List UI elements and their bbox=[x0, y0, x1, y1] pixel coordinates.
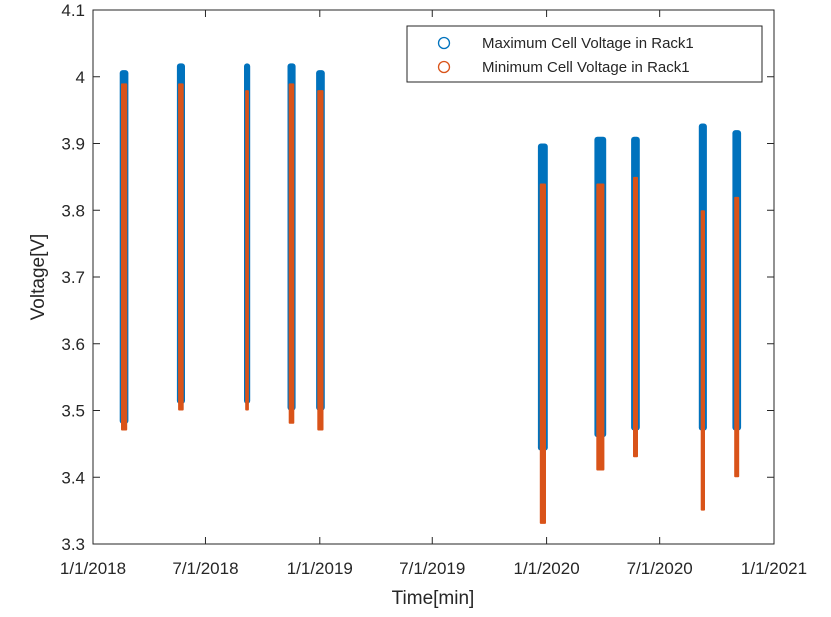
y-tick-label: 4 bbox=[76, 68, 85, 87]
y-tick-label: 3.4 bbox=[61, 468, 85, 487]
x-tick-label: 1/1/2018 bbox=[60, 559, 126, 578]
y-tick-label: 3.9 bbox=[61, 135, 85, 154]
x-axis-title: Time[min] bbox=[392, 588, 475, 609]
y-axis-title: Voltage[V] bbox=[28, 234, 49, 321]
min-voltage-band-2 bbox=[178, 83, 184, 411]
min-voltage-band-6 bbox=[539, 183, 546, 524]
min-voltage-band-4 bbox=[288, 83, 295, 424]
data-marks bbox=[119, 63, 742, 524]
y-tick-label: 4.1 bbox=[61, 1, 85, 20]
y-tick-label: 3.7 bbox=[61, 268, 85, 287]
y-tick-label: 3.3 bbox=[61, 535, 85, 554]
legend-box bbox=[406, 25, 763, 83]
y-axis: 3.3 3.4 3.5 3.6 3.7 3.8 3.9 4 4.1 bbox=[61, 1, 774, 554]
legend-marker-max bbox=[437, 36, 451, 50]
x-tick-label: 7/1/2018 bbox=[172, 559, 238, 578]
min-voltage-band-7 bbox=[596, 183, 605, 471]
plot-area bbox=[92, 9, 775, 545]
min-voltage-band-9 bbox=[700, 210, 705, 511]
x-axis: 1/1/2018 7/1/2018 1/1/2019 7/1/2019 1/1/2020… bbox=[60, 10, 807, 578]
y-tick-label: 3.5 bbox=[61, 402, 85, 421]
legend-marker-min bbox=[437, 60, 451, 74]
legend: Maximum Cell Voltage in Rack1 Minimum Ce… bbox=[406, 25, 763, 83]
x-tick-label: 1/1/2019 bbox=[287, 559, 353, 578]
x-tick-label: 1/1/2021 bbox=[741, 559, 807, 578]
x-tick-label: 7/1/2020 bbox=[627, 559, 693, 578]
min-voltage-band-10 bbox=[734, 196, 740, 478]
legend-label-max: Maximum Cell Voltage in Rack1 bbox=[482, 35, 694, 52]
x-tick-label: 1/1/2020 bbox=[513, 559, 579, 578]
min-voltage-band-3 bbox=[245, 90, 249, 411]
min-voltage-band-5 bbox=[317, 90, 324, 431]
min-voltage-band-1 bbox=[121, 83, 128, 431]
x-tick-label: 7/1/2019 bbox=[399, 559, 465, 578]
min-voltage-band-8 bbox=[633, 176, 638, 458]
legend-label-min: Minimum Cell Voltage in Rack1 bbox=[482, 59, 690, 76]
y-tick-label: 3.8 bbox=[61, 201, 85, 220]
y-tick-label: 3.6 bbox=[61, 335, 85, 354]
